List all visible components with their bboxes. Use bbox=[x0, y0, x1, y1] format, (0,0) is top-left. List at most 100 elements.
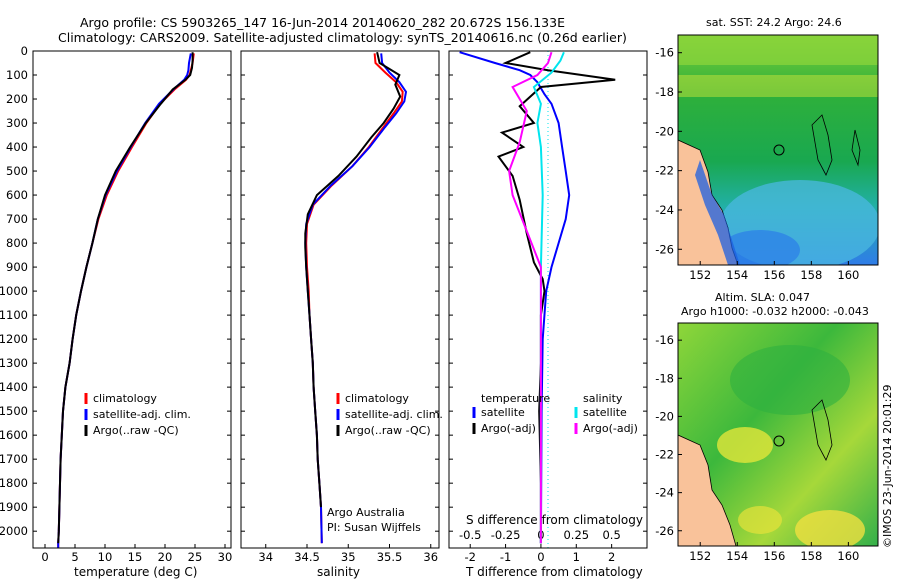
legend-argo-label: Argo(..raw -QC) bbox=[345, 424, 431, 437]
difference-panel: -2 -1 0 1 2-0.5 -0.25 0 0.25 0.5 T difference fr… bbox=[448, 50, 648, 579]
depth-tick-label: 1400 bbox=[0, 380, 28, 394]
map-ytick-label: -26 bbox=[655, 524, 674, 538]
map-ytick-label: -20 bbox=[655, 409, 674, 423]
sla-yellow-patch bbox=[717, 427, 773, 463]
credit-line-2: PI: Susan Wijffels bbox=[327, 521, 421, 534]
sst-map-title: sat. SST: 24.2 Argo: 24.6 bbox=[706, 16, 842, 29]
sal-xtick-label: 36 bbox=[423, 550, 438, 564]
map-xtick-label: 160 bbox=[837, 549, 859, 563]
difference-frame bbox=[448, 50, 648, 549]
legend-argo-label: Argo(..raw -QC) bbox=[93, 424, 179, 437]
temp-xtick-label: 25 bbox=[188, 550, 203, 564]
temperature-legend: climatology satellite-adj. clim. Argo(..… bbox=[84, 392, 191, 437]
coastal-blue bbox=[695, 160, 740, 265]
legend-salinity-title: salinity bbox=[583, 392, 623, 405]
depth-tick-label: 400 bbox=[6, 140, 28, 154]
title-line-2: Climatology: CARS2009. Satellite-adjuste… bbox=[58, 30, 627, 45]
sst-warm-band bbox=[678, 35, 878, 65]
difference-xaxis: -2 -1 0 1 2-0.5 -0.25 0 0.25 0.5 bbox=[459, 528, 621, 564]
depth-tick-label: 2000 bbox=[0, 524, 28, 538]
temp-xtick-label: 15 bbox=[128, 550, 143, 564]
sla-map-subtitle: Argo h1000: -0.032 h2000: -0.043 bbox=[681, 305, 869, 318]
temp-xtick-label: 30 bbox=[218, 550, 233, 564]
diff-series-t-satellite bbox=[459, 51, 571, 544]
australia-land-2 bbox=[678, 434, 737, 546]
difference-legend: temperature satellite Argo(-adj) salinit… bbox=[472, 392, 638, 435]
sst-blue-patch bbox=[720, 230, 800, 265]
temperature-yaxis: 0 100 200 300 400 500 600 700 800 900 1000 1100 1200… bbox=[0, 44, 647, 538]
diff-xtick-label: -1 bbox=[500, 550, 511, 564]
diff-s-xtick-label: 0.25 bbox=[563, 528, 589, 542]
reef-outline-3 bbox=[811, 399, 833, 461]
sla-map-axes: 152 154 156 158 160 -16 -18 -20 -22 -24 -26 bbox=[655, 333, 859, 563]
depth-tick-label: 600 bbox=[6, 188, 28, 202]
map-xtick-label: 158 bbox=[800, 268, 822, 282]
sal-xtick-label: 35.5 bbox=[377, 550, 403, 564]
legend-t-argo-label: Argo(-adj) bbox=[481, 422, 536, 435]
sal-xtick-label: 34 bbox=[258, 550, 273, 564]
depth-tick-label: 1800 bbox=[0, 476, 28, 490]
sal-series-climatology bbox=[305, 53, 404, 544]
s-difference-xlabel: S difference from climatology bbox=[466, 513, 643, 527]
salinity-legend: climatology satellite-adj. clim. Argo(..… bbox=[336, 392, 443, 437]
depth-tick-label: 800 bbox=[6, 236, 28, 250]
depth-tick-label: 1700 bbox=[0, 452, 28, 466]
temp-xtick-label: 5 bbox=[71, 550, 78, 564]
sla-map-frame bbox=[677, 322, 879, 547]
sal-series-argo-raw-qc- bbox=[304, 51, 402, 508]
map-ytick-label: -18 bbox=[655, 85, 674, 99]
map-ytick-label: -24 bbox=[655, 486, 674, 500]
map-xtick-label: 160 bbox=[837, 268, 859, 282]
diff-s-xtick-label: -0.25 bbox=[491, 528, 521, 542]
imos-stamp: ©IMOS 23-Jun-2014 20:01:29 bbox=[881, 384, 894, 548]
sla-map: Altim. SLA: 0.047 Argo h1000: -0.032 h20… bbox=[655, 291, 879, 563]
map-xtick-label: 152 bbox=[689, 268, 711, 282]
legend-satellite-label: satellite-adj. clim. bbox=[93, 408, 191, 421]
salinity-lines bbox=[304, 51, 408, 544]
sla-yellow-patch-2 bbox=[795, 510, 865, 546]
depth-tick-label: 1500 bbox=[0, 404, 28, 418]
sla-map-title: Altim. SLA: 0.047 bbox=[715, 291, 810, 304]
depth-tick-label: 1200 bbox=[0, 332, 28, 346]
depth-tick-label: 0 bbox=[21, 44, 28, 58]
map-ytick-label: -18 bbox=[655, 371, 674, 385]
reef-outline bbox=[811, 114, 833, 176]
depth-tick-label: 500 bbox=[6, 164, 28, 178]
map-xtick-label: 156 bbox=[763, 549, 785, 563]
depth-tick-label: 100 bbox=[6, 68, 28, 82]
sal-series-satellite-adj-clim- bbox=[304, 53, 408, 544]
salinity-frame bbox=[240, 50, 440, 549]
depth-tick-label: 1900 bbox=[0, 500, 28, 514]
diff-series-t-argo-adj- bbox=[496, 51, 616, 544]
temperature-panel: 0100200300400500600700800900100011001200… bbox=[0, 44, 647, 579]
legend-temperature-title: temperature bbox=[481, 392, 550, 405]
t-difference-xlabel: T difference from climatology bbox=[465, 565, 643, 579]
temp-xtick-label: 20 bbox=[158, 550, 173, 564]
map-ytick-label: -20 bbox=[655, 124, 674, 138]
map-ytick-label: -22 bbox=[655, 164, 674, 178]
sst-yellow-band bbox=[678, 75, 878, 97]
map-ytick-label: -16 bbox=[655, 46, 674, 60]
title-line-1: Argo profile: CS 5903265_147 16-Jun-2014… bbox=[80, 15, 565, 30]
credit-line-1: Argo Australia bbox=[327, 506, 405, 519]
legend-climatology-label: climatology bbox=[345, 392, 409, 405]
depth-tick-label: 200 bbox=[6, 92, 28, 106]
sal-xtick-label: 35 bbox=[341, 550, 356, 564]
argo-location-marker-2 bbox=[773, 435, 785, 447]
temp-series-argo-raw-qc- bbox=[57, 52, 194, 544]
depth-tick-label: 300 bbox=[6, 116, 28, 130]
argo-location-marker bbox=[773, 144, 785, 156]
sla-yellow-patch-3 bbox=[738, 506, 782, 534]
map-ytick-label: -16 bbox=[655, 333, 674, 347]
temp-xtick-label: 0 bbox=[41, 550, 48, 564]
legend-t-satellite-label: satellite bbox=[481, 406, 525, 419]
depth-tick-label: 700 bbox=[6, 212, 28, 226]
map-xtick-label: 152 bbox=[689, 549, 711, 563]
diff-s-xtick-label: -0.5 bbox=[459, 528, 481, 542]
temp-xtick-label: 10 bbox=[98, 550, 113, 564]
temperature-xaxis: 0 5 10 15 20 25 30 bbox=[41, 544, 232, 564]
sla-high-patch bbox=[730, 345, 850, 415]
diff-xtick-label: 1 bbox=[573, 550, 580, 564]
salinity-panel: 34 34.5 35 35.5 36 salinity climatology sate… bbox=[240, 50, 443, 579]
